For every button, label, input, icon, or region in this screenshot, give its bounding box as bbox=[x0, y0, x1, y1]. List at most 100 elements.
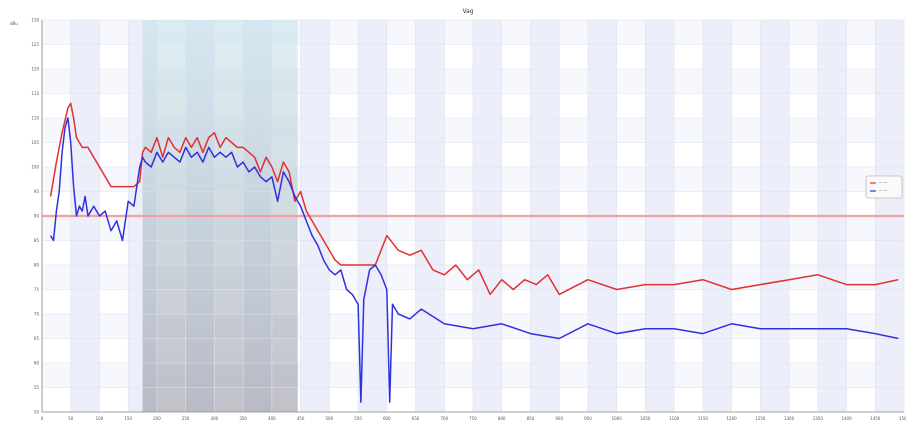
grid-cell bbox=[875, 387, 905, 413]
grid-cell bbox=[702, 93, 732, 119]
x-tick-label: 1350 bbox=[813, 416, 824, 421]
grid-cell bbox=[645, 167, 675, 192]
y-tick-label: 55 bbox=[34, 385, 40, 390]
grid-cell bbox=[415, 363, 445, 388]
grid-cell bbox=[70, 69, 100, 94]
grid-cell bbox=[530, 240, 560, 266]
grid-cell bbox=[875, 216, 905, 241]
x-tick-label: 650 bbox=[412, 416, 420, 421]
grid-cell bbox=[415, 240, 445, 266]
grid-cell bbox=[530, 142, 560, 168]
grid-cell bbox=[875, 93, 905, 119]
grid-cell bbox=[444, 20, 474, 45]
grid-cell bbox=[473, 44, 502, 70]
grid-cell bbox=[875, 338, 905, 364]
grid-cell bbox=[616, 118, 646, 143]
grid-cell bbox=[616, 216, 646, 241]
grid-cell bbox=[817, 93, 847, 119]
grid-cell bbox=[731, 142, 761, 168]
legend-entry: -- --- bbox=[879, 180, 888, 185]
grid-cell bbox=[846, 69, 876, 94]
grid-cell bbox=[702, 363, 732, 388]
grid-cell bbox=[358, 240, 387, 266]
grid-cell bbox=[846, 338, 876, 364]
grid-cell bbox=[99, 240, 129, 266]
grid-cell bbox=[674, 265, 704, 290]
grid-cell bbox=[645, 93, 675, 119]
grid-cell bbox=[42, 240, 71, 266]
grid-cell bbox=[415, 338, 445, 364]
grid-cell bbox=[587, 289, 617, 315]
x-tick-label: 1400 bbox=[841, 416, 852, 421]
grid-cell bbox=[300, 118, 330, 143]
y-tick-label: 120 bbox=[31, 67, 39, 72]
grid-cell bbox=[530, 93, 560, 119]
grid-cell bbox=[760, 167, 790, 192]
grid-cell bbox=[42, 387, 71, 413]
grid-cell bbox=[559, 338, 589, 364]
x-tick-label: 800 bbox=[498, 416, 506, 421]
grid-cell bbox=[559, 118, 589, 143]
grid-cell bbox=[415, 44, 445, 70]
grid-cell bbox=[817, 44, 847, 70]
grid-cell bbox=[329, 191, 359, 217]
grid-cell bbox=[99, 69, 129, 94]
grid-cell bbox=[501, 93, 531, 119]
grid-cell bbox=[42, 44, 71, 70]
grid-cell bbox=[789, 240, 818, 266]
grid-cell bbox=[99, 289, 129, 315]
x-tick-label: 0 bbox=[41, 416, 44, 421]
grid-cell bbox=[444, 387, 474, 413]
grid-cell bbox=[875, 142, 905, 168]
grid-cell bbox=[444, 338, 474, 364]
grid-cell bbox=[760, 338, 790, 364]
grid-cell bbox=[817, 265, 847, 290]
grid-cell bbox=[415, 387, 445, 413]
grid-cell bbox=[674, 363, 704, 388]
grid-cell bbox=[329, 240, 359, 266]
grid-cell bbox=[817, 240, 847, 266]
grid-cell bbox=[760, 118, 790, 143]
grid-cell bbox=[501, 338, 531, 364]
x-tick-label: 550 bbox=[354, 416, 362, 421]
grid-cell bbox=[616, 167, 646, 192]
grid-cell bbox=[559, 20, 589, 45]
grid-cell bbox=[587, 20, 617, 45]
x-tick-label: 600 bbox=[383, 416, 391, 421]
grid-cell bbox=[42, 314, 71, 339]
grid-cell bbox=[817, 142, 847, 168]
grid-cell bbox=[501, 44, 531, 70]
grid-cell bbox=[473, 69, 502, 94]
grid-cell bbox=[760, 387, 790, 413]
grid-cell bbox=[329, 216, 359, 241]
grid-cell bbox=[501, 289, 531, 315]
grid-cell bbox=[616, 142, 646, 168]
grid-cell bbox=[616, 289, 646, 315]
grid-cell bbox=[559, 191, 589, 217]
grid-cell bbox=[817, 118, 847, 143]
grid-cell bbox=[501, 191, 531, 217]
grid-cell bbox=[473, 363, 502, 388]
grid-cell bbox=[731, 167, 761, 192]
series-line-2 bbox=[49, 117, 899, 403]
y-tick-label: 90 bbox=[34, 214, 40, 219]
grid-cell bbox=[300, 289, 330, 315]
grid-cell bbox=[760, 44, 790, 70]
grid-cell bbox=[846, 20, 876, 45]
grid-cell bbox=[358, 69, 387, 94]
grid-cell bbox=[846, 289, 876, 315]
grid-cell bbox=[329, 314, 359, 339]
grid-cell bbox=[329, 167, 359, 192]
grid-cell bbox=[645, 240, 675, 266]
grid-cell bbox=[42, 338, 71, 364]
grid-cell bbox=[760, 20, 790, 45]
grid-cell bbox=[444, 363, 474, 388]
grid-cell bbox=[645, 191, 675, 217]
grid-cell bbox=[731, 93, 761, 119]
grid-cell bbox=[329, 142, 359, 168]
grid-cell bbox=[645, 216, 675, 241]
grid-cell bbox=[616, 44, 646, 70]
grid-cell bbox=[731, 387, 761, 413]
grid-cell bbox=[731, 338, 761, 364]
